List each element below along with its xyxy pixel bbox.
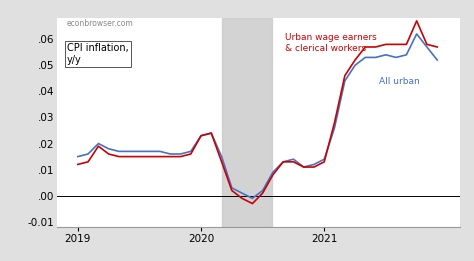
Text: All urban: All urban [379, 77, 420, 86]
Text: econbrowser.com: econbrowser.com [67, 19, 134, 28]
Text: Urban wage earners
& clerical workers: Urban wage earners & clerical workers [284, 33, 376, 53]
Bar [222, 18, 273, 227]
Text: CPI inflation,
y/y: CPI inflation, y/y [67, 43, 129, 65]
